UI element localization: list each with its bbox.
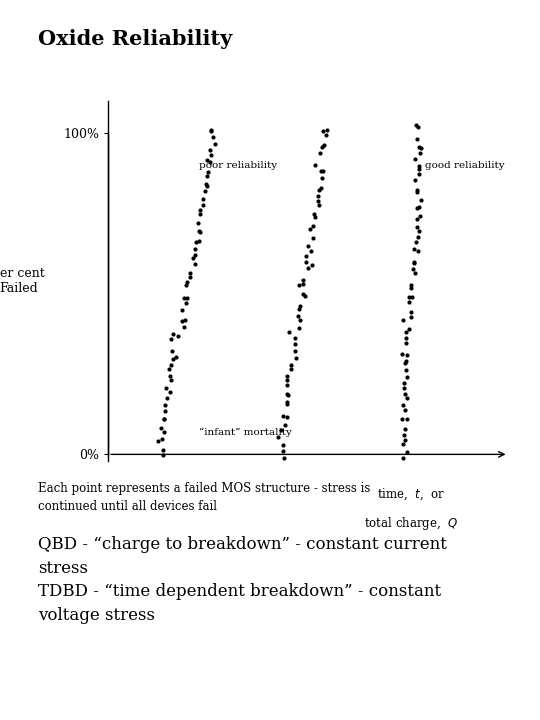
Text: voltage stress: voltage stress xyxy=(38,607,155,624)
Text: time,  $t$,  or: time, $t$, or xyxy=(377,487,445,502)
Text: Each point represents a failed MOS structure - stress is: Each point represents a failed MOS struc… xyxy=(38,482,370,495)
Text: poor reliability: poor reliability xyxy=(199,161,278,170)
Text: “infant” mortality: “infant” mortality xyxy=(199,427,292,436)
Text: stress: stress xyxy=(38,560,88,577)
Text: TDBD - “time dependent breakdown” - constant: TDBD - “time dependent breakdown” - cons… xyxy=(38,583,441,600)
Text: total charge,  $Q$: total charge, $Q$ xyxy=(364,516,458,533)
Text: QBD - “charge to breakdown” - constant current: QBD - “charge to breakdown” - constant c… xyxy=(38,536,447,554)
Y-axis label: Per cent
Failed: Per cent Failed xyxy=(0,267,45,294)
Text: continued until all devices fail: continued until all devices fail xyxy=(38,500,217,513)
Text: good reliability: good reliability xyxy=(425,161,504,170)
Text: Oxide Reliability: Oxide Reliability xyxy=(38,29,232,49)
